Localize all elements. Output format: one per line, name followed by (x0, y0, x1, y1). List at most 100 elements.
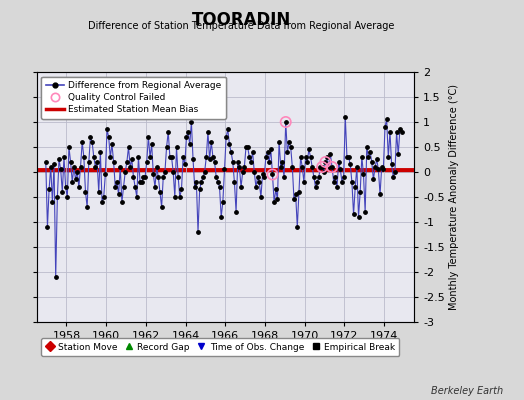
Point (128, 156, 136, 163)
Point (396, 126, 404, 133)
Point (126, 164, 134, 170)
Point (348, 179, 356, 185)
Point (191, 184, 199, 190)
Point (101, 171, 110, 178)
Point (124, 144, 133, 150)
Point (195, 186, 204, 193)
Point (287, 144, 295, 150)
Point (172, 144, 181, 150)
Point (167, 154, 176, 160)
Point (152, 164, 161, 170)
Point (311, 184, 320, 190)
Point (304, 146, 313, 153)
Point (181, 161, 189, 168)
Point (131, 184, 139, 190)
Point (308, 164, 316, 170)
Point (300, 179, 308, 185)
Point (225, 141, 234, 148)
Point (261, 154, 270, 160)
Point (149, 171, 158, 178)
Point (275, 139, 283, 145)
Point (134, 154, 143, 160)
Point (75, 184, 83, 190)
Point (384, 154, 392, 160)
Point (57, 166, 65, 173)
Point (281, 119, 290, 125)
Point (219, 199, 227, 205)
Point (376, 191, 384, 198)
Point (108, 141, 116, 148)
Point (268, 171, 277, 178)
Point (73, 169, 81, 175)
Point (307, 154, 315, 160)
Point (232, 209, 241, 215)
Point (343, 154, 351, 160)
Point (192, 179, 201, 185)
Point (210, 159, 219, 165)
Point (324, 164, 333, 170)
Point (84, 159, 93, 165)
Point (96, 149, 105, 155)
Point (169, 169, 178, 175)
Point (387, 161, 396, 168)
Point (318, 164, 326, 170)
Point (389, 174, 398, 180)
Point (71, 176, 80, 183)
Point (341, 114, 350, 120)
Point (81, 189, 90, 195)
Point (228, 159, 237, 165)
Point (281, 119, 290, 125)
Point (344, 154, 353, 160)
Point (121, 169, 129, 175)
Point (154, 174, 162, 180)
Point (377, 164, 386, 170)
Point (330, 179, 338, 185)
Point (65, 144, 73, 150)
Point (159, 174, 168, 180)
Point (143, 159, 151, 165)
Point (104, 134, 113, 140)
Point (351, 184, 359, 190)
Point (176, 194, 184, 200)
Point (257, 194, 265, 200)
Point (333, 184, 341, 190)
Point (123, 159, 131, 165)
Point (340, 174, 348, 180)
Point (212, 174, 221, 180)
Point (55, 156, 63, 163)
Point (346, 161, 354, 168)
Point (185, 141, 194, 148)
Point (197, 179, 205, 185)
Point (230, 179, 238, 185)
Point (224, 126, 232, 133)
Point (318, 164, 326, 170)
Point (301, 154, 310, 160)
Point (201, 169, 209, 175)
Point (291, 191, 300, 198)
Point (260, 174, 268, 180)
Point (209, 154, 217, 160)
Point (138, 179, 146, 185)
Point (194, 229, 202, 235)
Point (139, 174, 148, 180)
Point (379, 166, 388, 173)
Point (187, 119, 195, 125)
Point (182, 134, 191, 140)
Point (129, 174, 138, 180)
Point (60, 154, 68, 160)
Point (222, 134, 231, 140)
Point (373, 156, 381, 163)
Point (303, 159, 311, 165)
Point (238, 169, 247, 175)
Point (361, 209, 369, 215)
Point (80, 154, 88, 160)
Point (245, 154, 254, 160)
Point (258, 171, 267, 178)
Point (67, 159, 75, 165)
Point (177, 186, 185, 193)
Point (313, 179, 321, 185)
Point (316, 164, 325, 170)
Point (255, 179, 264, 185)
Point (356, 189, 364, 195)
Text: TOORADIN: TOORADIN (191, 11, 291, 29)
